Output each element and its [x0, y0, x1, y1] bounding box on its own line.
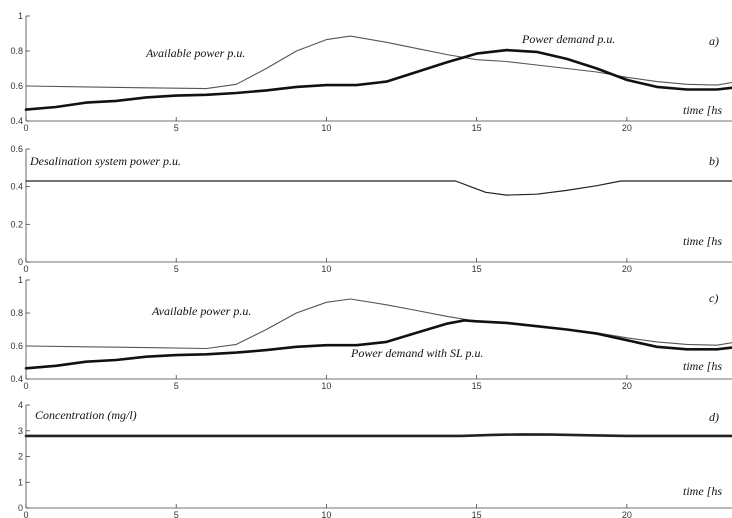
panel-label: a): [709, 34, 719, 48]
x-tick-label: 10: [321, 123, 331, 133]
x-tick-label: 20: [622, 123, 632, 133]
x-tick-label: 0: [23, 510, 28, 518]
series-annotation: Available power p.u.: [151, 304, 251, 318]
y-tick-label: 0.8: [10, 46, 23, 56]
x-tick-label: 0: [23, 123, 28, 133]
series-line-1: [24, 433, 732, 438]
x-tick-label: 0: [23, 381, 28, 391]
x-tick-label: 10: [321, 510, 331, 518]
x-tick-label: 15: [472, 123, 482, 133]
panel-label: b): [709, 154, 719, 168]
x-tick-label: 5: [174, 123, 179, 133]
x-tick-label: 20: [622, 381, 632, 391]
y-tick-label: 4: [18, 400, 23, 410]
x-tick-label: 10: [321, 381, 331, 391]
series-annotation: Power demand p.u.: [521, 32, 615, 46]
panel-label: d): [709, 410, 719, 424]
x-tick-label: 10: [321, 264, 331, 274]
y-tick-label: 0: [18, 257, 23, 267]
x-axis-label: time [hs: [683, 359, 722, 373]
x-tick-label: 15: [472, 510, 482, 518]
y-tick-label: 3: [18, 426, 23, 436]
y-tick-label: 0.8: [10, 308, 23, 318]
series-annotation: Available power p.u.: [145, 46, 245, 60]
x-tick-label: 5: [174, 264, 179, 274]
series-annotation: Concentration (mg/l): [35, 408, 137, 422]
x-tick-label: 15: [472, 381, 482, 391]
x-tick-label: 5: [174, 510, 179, 518]
panel-label: c): [709, 291, 718, 305]
y-tick-label: 0: [18, 503, 23, 513]
y-tick-label: 0.4: [10, 116, 23, 126]
y-tick-label: 0.4: [10, 182, 23, 192]
x-tick-label: 5: [174, 381, 179, 391]
panel-b: 0 0.2 0.4 0.6 0 5 10 15 20 Desalination system po…: [10, 144, 732, 274]
panel-d: 0 1 2 3 4 0 5 10 15 20 Concentration (mg/l) d) time …: [18, 400, 732, 518]
x-tick-label: 0: [23, 264, 28, 274]
x-tick-label: 20: [622, 510, 632, 518]
series-annotation: Desalination system power p.u.: [29, 154, 181, 168]
series-line-1: [25, 35, 732, 90]
y-tick-label: 0.6: [10, 81, 23, 91]
y-tick-label: 0.4: [10, 374, 23, 384]
y-tick-label: 2: [18, 452, 23, 462]
x-tick-label: 20: [622, 264, 632, 274]
y-tick-label: 1: [18, 11, 23, 21]
y-tick-label: 1: [18, 275, 23, 285]
series-line-2: [24, 319, 732, 370]
series-line-1: [25, 298, 732, 350]
y-tick-label: 0.2: [10, 219, 23, 229]
x-axis-label: time [hs: [683, 484, 722, 498]
x-tick-label: 15: [472, 264, 482, 274]
series-annotation: Power demand with SL p.u.: [350, 346, 483, 360]
y-tick-label: 1: [18, 477, 23, 487]
series-line-1: [25, 180, 732, 196]
series-line-2: [24, 48, 732, 111]
x-axis-label: time [hs: [683, 234, 722, 248]
y-tick-label: 0.6: [10, 341, 23, 351]
x-axis-label: time [hs: [683, 103, 722, 117]
y-tick-label: 0.6: [10, 144, 23, 154]
